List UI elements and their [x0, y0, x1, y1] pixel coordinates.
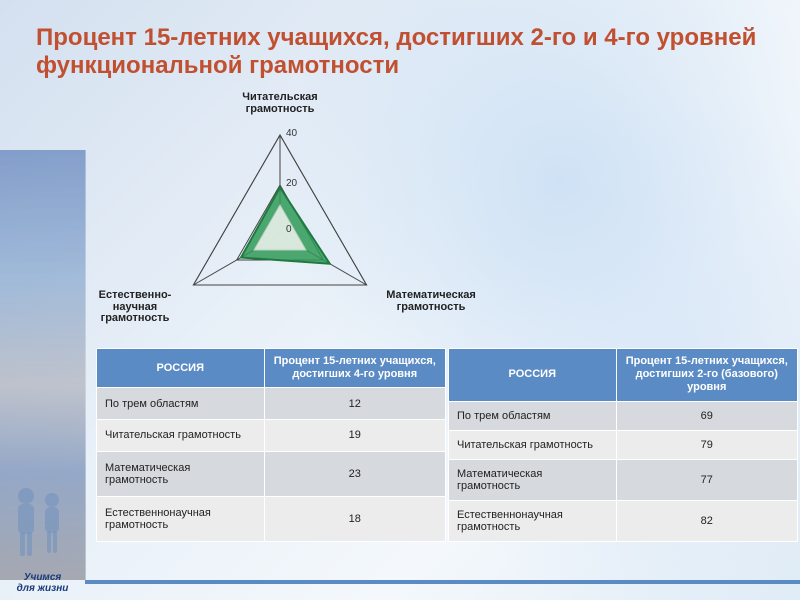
table-row: Читательская грамотность 19	[97, 420, 446, 452]
table-row: По трем областям 12	[97, 388, 446, 420]
radar-tick-0: 0	[286, 224, 292, 235]
page-title: Процент 15-летних учащихся, достигших 2-…	[36, 24, 780, 79]
table-row: Математическая грамотность 23	[97, 451, 446, 496]
table-cell-value: 79	[616, 430, 797, 459]
footer-stripe	[85, 580, 800, 584]
table-row: Читательская грамотность 79	[449, 430, 798, 459]
table-level2-col2-header: Процент 15-летних учащихся, достигших 2-…	[616, 349, 797, 402]
radar-axis-label-math: Математическая грамотность	[376, 290, 486, 313]
table-cell-value: 69	[616, 401, 797, 430]
table-level4: РОССИЯ Процент 15-летних учащихся, дости…	[96, 348, 446, 542]
table-cell-value: 12	[264, 388, 445, 420]
table-cell-label: Читательская грамотность	[449, 430, 617, 459]
table-cell-value: 19	[264, 420, 445, 452]
table-cell-label: Естественнонаучная грамотность	[449, 500, 617, 541]
sidebar-image-strip	[0, 150, 86, 580]
table-cell-label: Математическая грамотность	[97, 451, 265, 496]
data-tables: РОССИЯ Процент 15-летних учащихся, дости…	[96, 348, 798, 542]
sidebar-caption-line1: Учимся	[24, 572, 62, 583]
radar-chart: Читательская грамотность Математическая …	[100, 100, 460, 340]
table-cell-label: Читательская грамотность	[97, 420, 265, 452]
radar-axis-label-science: Естественно-научная грамотность	[80, 290, 190, 325]
table-row: Естественнонаучная грамотность 82	[449, 500, 798, 541]
radar-tick-20: 20	[286, 178, 297, 189]
table-cell-value: 77	[616, 459, 797, 500]
table-row: Математическая грамотность 77	[449, 459, 798, 500]
table-row: По трем областям 69	[449, 401, 798, 430]
table-level4-col1-header: РОССИЯ	[97, 349, 265, 388]
sidebar-caption: Учимся для жизни	[0, 572, 85, 594]
sidebar-caption-line2: для жизни	[17, 583, 69, 594]
table-cell-value: 18	[264, 496, 445, 541]
table-cell-value: 23	[264, 451, 445, 496]
table-level4-col2-header: Процент 15-летних учащихся, достигших 4-…	[264, 349, 445, 388]
table-row: Естественнонаучная грамотность 18	[97, 496, 446, 541]
table-cell-label: По трем областям	[449, 401, 617, 430]
table-cell-label: Математическая грамотность	[449, 459, 617, 500]
table-level2: РОССИЯ Процент 15-летних учащихся, дости…	[448, 348, 798, 542]
table-cell-value: 82	[616, 500, 797, 541]
radar-tick-40: 40	[286, 128, 297, 139]
table-level2-col1-header: РОССИЯ	[449, 349, 617, 402]
radar-axis-label-reading: Читательская грамотность	[230, 92, 330, 115]
table-cell-label: Естественнонаучная грамотность	[97, 496, 265, 541]
table-cell-label: По трем областям	[97, 388, 265, 420]
